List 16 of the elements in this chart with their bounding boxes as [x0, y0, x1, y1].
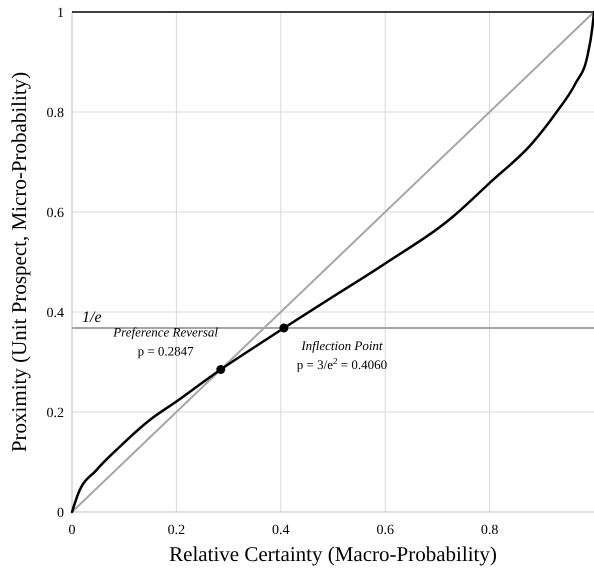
y-tick-label: 0.8 [46, 106, 64, 121]
x-tick-label: 0 [68, 523, 76, 538]
y-tick-label: 0.2 [46, 406, 64, 421]
y-tick-label: 0 [57, 506, 64, 521]
annotation: Preference Reversal p = 0.2847 [112, 324, 218, 359]
y-tick-label: 0.6 [46, 206, 64, 221]
x-tick-label: 0.6 [376, 523, 394, 538]
x-tick-label: 0.8 [480, 523, 498, 538]
ref-line-label: 1/e [82, 309, 102, 326]
x-tick-label: 0.4 [272, 523, 290, 538]
y-tick-label: 0.4 [46, 306, 64, 321]
x-axis-title: Relative Certainty (Macro-Probability) [169, 542, 497, 566]
annotation: Inflection Point p = 3/e$^{2}$ = 0.4060 [296, 338, 388, 372]
x-tick-label: 0.2 [168, 523, 186, 538]
y-axis-title: Proximity (Unit Prospect, Micro-Probability) [7, 72, 31, 452]
y-tick-label: 1 [57, 6, 64, 21]
